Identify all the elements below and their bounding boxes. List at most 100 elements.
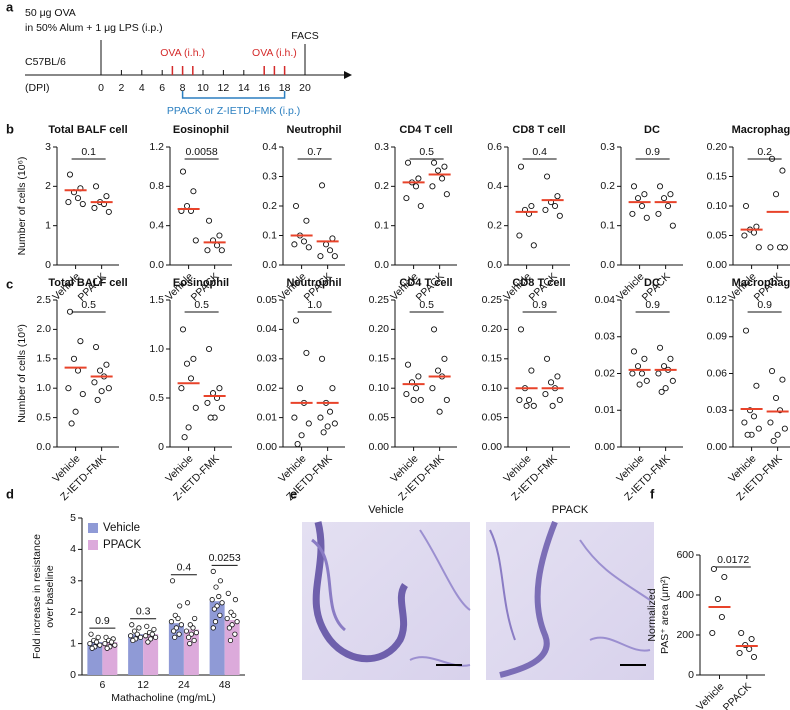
data-point — [434, 367, 442, 374]
data-point — [192, 237, 199, 244]
data-point — [192, 615, 198, 622]
y-tick-label: 0 — [70, 669, 76, 681]
data-point — [669, 377, 676, 384]
data-point — [218, 404, 225, 411]
data-point — [92, 183, 100, 190]
y-tick-label: 0.3 — [600, 141, 615, 153]
y-tick-label: 0.25 — [482, 294, 503, 306]
y-axis-label: Number of cells (10⁶) — [16, 157, 28, 256]
data-point — [630, 348, 638, 355]
data-point — [176, 631, 182, 637]
p-value: 0.4 — [177, 562, 192, 574]
data-point — [542, 206, 549, 213]
data-point — [660, 195, 668, 202]
data-point — [77, 338, 84, 345]
data-point — [755, 244, 762, 251]
data-point — [779, 167, 786, 174]
chart-title: DC — [644, 277, 660, 289]
y-tick-label: 0.12 — [707, 294, 728, 306]
bar — [209, 601, 225, 675]
chart-title: Total BALF cell — [48, 124, 127, 136]
data-point — [205, 217, 213, 224]
y-tick-label: 0.00 — [707, 259, 728, 271]
data-point — [429, 183, 436, 190]
y-tick-label: 0.2 — [374, 180, 389, 192]
data-point — [667, 355, 674, 362]
y-tick-label: 0.05 — [369, 411, 390, 423]
data-point — [551, 202, 559, 210]
data-point — [89, 645, 95, 651]
data-point — [187, 640, 193, 647]
y-tick-label: 0.10 — [707, 200, 728, 212]
x-tick-label: 24 — [178, 679, 190, 691]
p-value: 0.9 — [757, 299, 772, 311]
data-point — [171, 628, 177, 634]
y-tick-label: 0.4 — [262, 141, 277, 153]
data-point — [528, 367, 535, 374]
data-point — [96, 367, 104, 374]
data-point — [91, 204, 98, 212]
data-point — [403, 195, 410, 202]
chart-title: Total BALF cell — [48, 277, 127, 289]
data-point — [410, 396, 417, 404]
data-point — [183, 628, 190, 634]
data-point — [183, 360, 191, 367]
data-point — [744, 431, 751, 438]
p-value: 0.9 — [645, 146, 660, 158]
chart-title: CD4 T cell — [399, 277, 452, 289]
data-point — [517, 163, 525, 170]
data-point — [746, 645, 753, 653]
data-point — [296, 385, 304, 392]
y-tick-label: 0.2 — [487, 219, 502, 231]
drug-bracket — [181, 91, 286, 99]
y-tick-label: 0.00 — [482, 441, 503, 453]
y-tick-label: 0.5 — [36, 411, 51, 423]
bar — [128, 634, 144, 675]
data-point — [187, 622, 193, 628]
data-point — [767, 244, 774, 251]
y-tick-label: 3 — [45, 141, 51, 153]
data-point — [781, 425, 788, 432]
y-tick-label: 1 — [45, 219, 51, 231]
y-tick-label: 0.00 — [257, 441, 278, 453]
data-point — [172, 612, 178, 618]
y-tick-label: 0.01 — [257, 411, 278, 423]
data-point — [183, 202, 191, 210]
data-point — [748, 635, 755, 643]
y-tick-label: 5 — [70, 512, 76, 524]
data-point — [517, 326, 525, 333]
data-point — [721, 573, 728, 581]
data-point — [292, 317, 300, 324]
ova-label: OVA (i.h.) — [252, 47, 297, 59]
data-point — [177, 603, 183, 609]
data-point — [209, 390, 217, 397]
y-axis-label: PAS⁺ area (μm²) — [659, 576, 671, 654]
y-tick-label: 0.05 — [482, 411, 503, 423]
data-point — [429, 385, 436, 392]
data-point — [91, 379, 98, 386]
data-point — [87, 640, 93, 647]
data-point — [211, 606, 217, 612]
data-point — [412, 183, 420, 190]
data-point — [97, 642, 103, 648]
data-point — [151, 626, 157, 633]
panel-label: f — [650, 486, 655, 501]
data-point — [415, 373, 422, 380]
data-point — [187, 375, 195, 382]
y-tick-label: 0 — [158, 441, 164, 453]
y-tick-label: 0.3 — [374, 141, 389, 153]
data-point — [641, 191, 648, 198]
data-point — [181, 434, 188, 441]
y-tick-label: 0.06 — [707, 367, 728, 379]
endpoint-label: FACS — [291, 30, 318, 42]
data-point — [523, 402, 530, 409]
chart-title: Eosinophil — [173, 277, 229, 289]
y-tick-label: 0.0 — [262, 259, 277, 271]
p-value: 0.5 — [81, 299, 96, 311]
data-point — [172, 634, 178, 640]
data-point — [210, 625, 216, 631]
data-point — [144, 623, 150, 629]
chart-title: Macrophage — [732, 277, 790, 289]
chart-title: Neutrophil — [287, 277, 342, 289]
